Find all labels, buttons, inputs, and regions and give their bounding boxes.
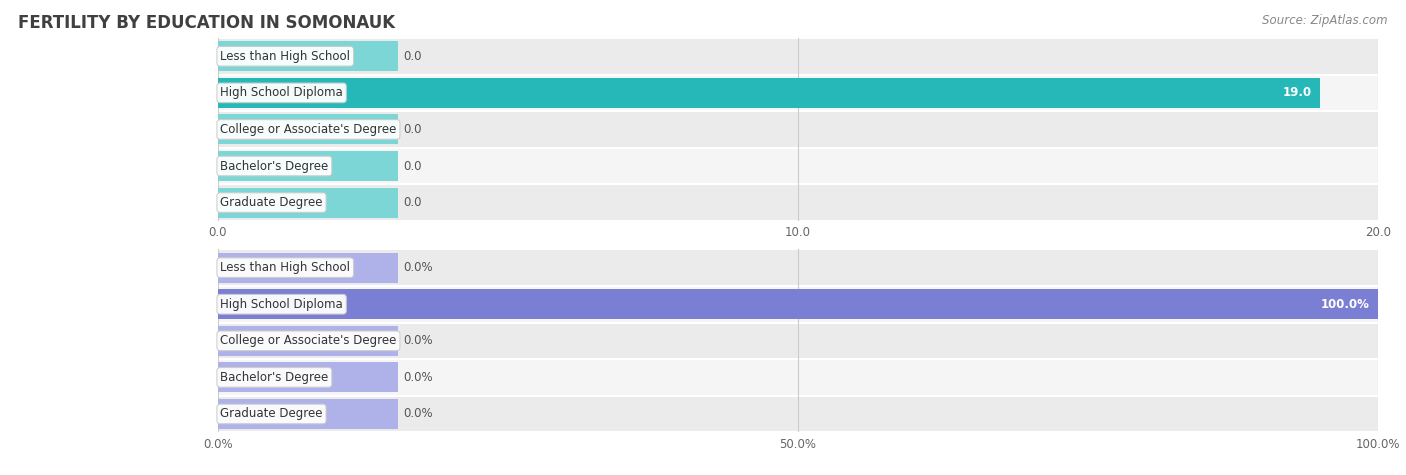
Bar <box>218 286 1378 323</box>
Text: High School Diploma: High School Diploma <box>221 298 343 311</box>
Text: Bachelor's Degree: Bachelor's Degree <box>221 371 329 384</box>
Text: College or Associate's Degree: College or Associate's Degree <box>221 334 396 347</box>
Text: 0.0: 0.0 <box>404 160 422 172</box>
Text: FERTILITY BY EDUCATION IN SOMONAUK: FERTILITY BY EDUCATION IN SOMONAUK <box>18 14 395 32</box>
Text: College or Associate's Degree: College or Associate's Degree <box>221 123 396 136</box>
Text: Graduate Degree: Graduate Degree <box>221 196 323 209</box>
Text: High School Diploma: High School Diploma <box>221 86 343 99</box>
Bar <box>218 396 1378 432</box>
Text: 0.0%: 0.0% <box>404 371 433 384</box>
Text: Less than High School: Less than High School <box>221 50 350 63</box>
Bar <box>218 323 1378 359</box>
Bar <box>218 75 1378 111</box>
Text: Bachelor's Degree: Bachelor's Degree <box>221 160 329 172</box>
Text: 0.0: 0.0 <box>404 50 422 63</box>
Text: 100.0%: 100.0% <box>1320 298 1369 311</box>
Bar <box>218 184 1378 221</box>
Bar <box>218 326 398 356</box>
Bar <box>218 111 1378 148</box>
Bar <box>218 114 398 144</box>
Bar <box>218 249 1378 286</box>
Bar <box>218 38 1378 75</box>
Text: 19.0: 19.0 <box>1284 86 1312 99</box>
Bar <box>218 289 1378 319</box>
Text: Source: ZipAtlas.com: Source: ZipAtlas.com <box>1263 14 1388 27</box>
Bar <box>218 399 398 429</box>
Text: 0.0%: 0.0% <box>404 408 433 420</box>
Bar <box>218 359 1378 396</box>
Bar <box>218 41 398 71</box>
Text: Graduate Degree: Graduate Degree <box>221 408 323 420</box>
Bar <box>218 148 1378 184</box>
Bar <box>218 362 398 392</box>
Text: 0.0%: 0.0% <box>404 261 433 274</box>
Text: Less than High School: Less than High School <box>221 261 350 274</box>
Bar <box>218 151 398 181</box>
Bar <box>218 188 398 218</box>
Bar <box>218 253 398 283</box>
Text: 0.0%: 0.0% <box>404 334 433 347</box>
Text: 0.0: 0.0 <box>404 123 422 136</box>
Bar <box>218 78 1320 108</box>
Text: 0.0: 0.0 <box>404 196 422 209</box>
